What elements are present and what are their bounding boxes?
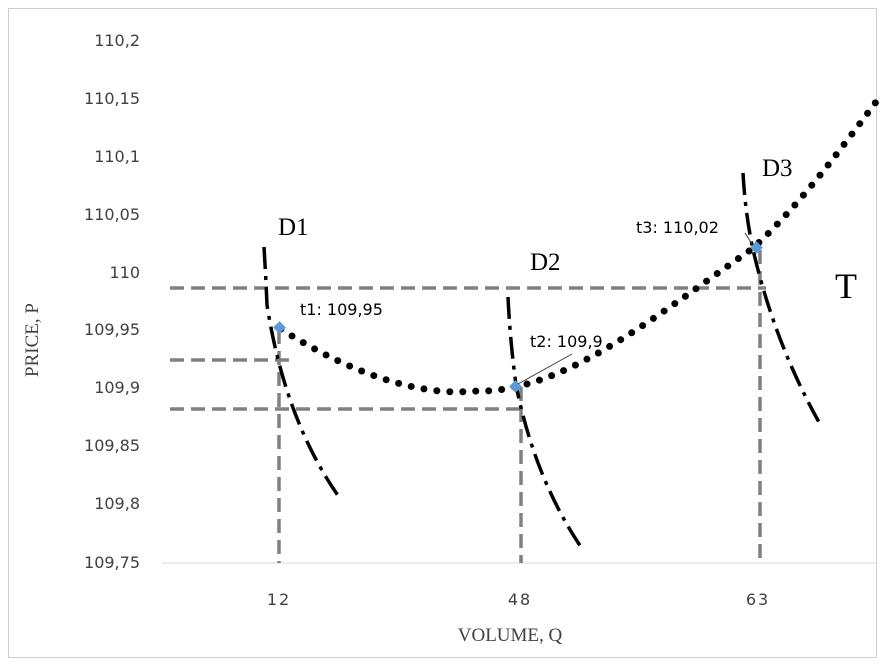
demand-curve-d1 [262, 246, 341, 499]
x-axis-title: VOLUME, Q [458, 625, 563, 646]
point-t1-label: t1: 109,95 [300, 300, 383, 319]
point-t1-marker [273, 321, 286, 334]
y-tick-label: 110 [109, 263, 140, 282]
chart-frame [8, 8, 877, 658]
y-tick-label: 109,95 [84, 320, 140, 339]
y-tick-labels: 110,2 110,15 110,1 110,05 110 109,95 109… [84, 31, 140, 572]
label-d3: D3 [762, 155, 793, 182]
y-tick-label: 110,1 [94, 147, 140, 166]
x-tick-label: 63 [746, 590, 770, 609]
y-tick-label: 109,75 [84, 553, 140, 572]
demand-curve-d2 [506, 296, 585, 551]
y-tick-label: 110,2 [94, 31, 140, 50]
label-d2: D2 [530, 249, 561, 276]
demand-curve-d3 [741, 172, 822, 425]
price-guides [170, 286, 766, 411]
y-tick-label: 109,8 [94, 494, 140, 513]
demand-curves [262, 172, 822, 551]
y-tick-label: 109,9 [94, 378, 140, 397]
x-tick-label: 12 [267, 590, 291, 609]
y-tick-label: 110,15 [84, 89, 140, 108]
label-d1: D1 [278, 214, 309, 241]
y-tick-label: 109,85 [84, 436, 140, 455]
point-t3-label: t3: 110,02 [636, 218, 719, 237]
x-tick-labels: 12 48 63 [267, 590, 770, 609]
point-t3-leader [744, 232, 753, 245]
label-t: T [835, 266, 857, 306]
point-t2-leader [517, 353, 573, 385]
volume-guides [277, 250, 762, 563]
x-tick-label: 48 [508, 590, 532, 609]
point-t2-label: t2: 109,9 [530, 332, 603, 351]
y-axis-title: PRICE, P [22, 303, 43, 377]
y-tick-label: 110,05 [84, 205, 140, 224]
curve-t [277, 98, 880, 396]
